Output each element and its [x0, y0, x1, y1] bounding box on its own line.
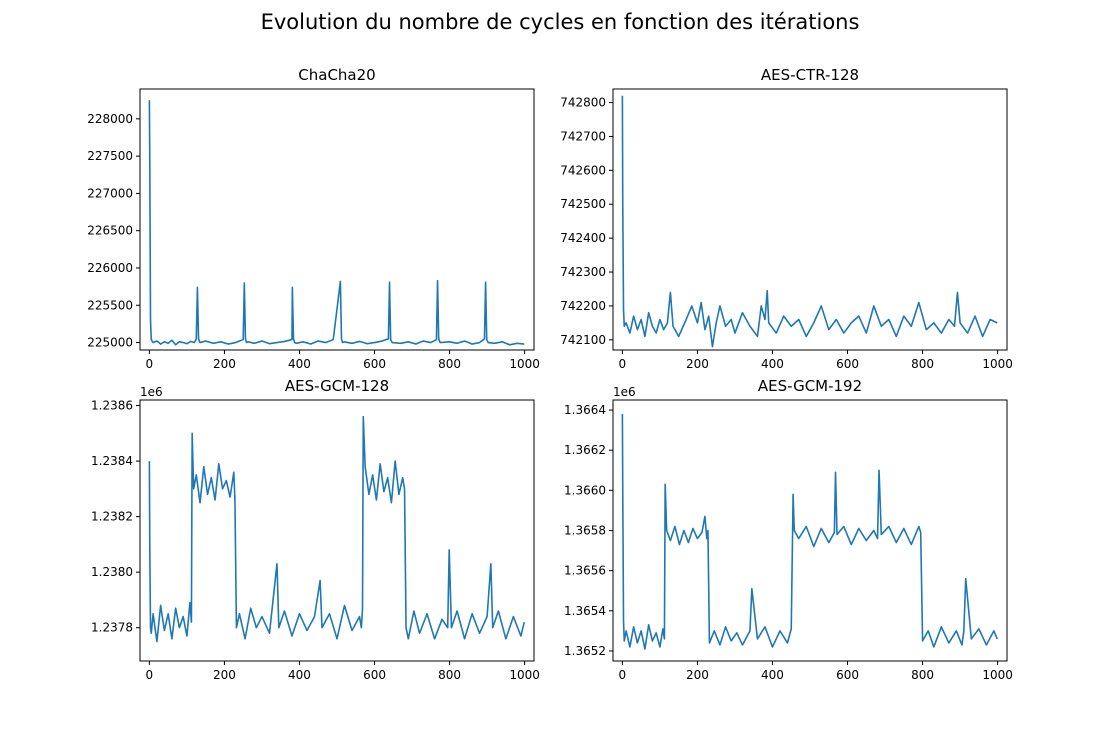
- x-tick-label: 400: [761, 668, 784, 682]
- y-tick-label: 1.2382: [91, 510, 133, 524]
- axes-frame: [612, 399, 1008, 662]
- y-tick-label: 227000: [87, 186, 133, 200]
- y-tick-label: 742300: [560, 265, 606, 279]
- y-tick-label: 227500: [87, 149, 133, 163]
- x-tick-label: 1000: [509, 668, 540, 682]
- y-tick-label: 1.3660: [564, 483, 606, 497]
- x-tick-label: 200: [213, 357, 236, 371]
- subplot-4: AES-GCM-192 0 200 400 600 800 1000 1.3652 1.3654…: [564, 377, 1013, 682]
- y-tick-label: 742700: [560, 129, 606, 143]
- x-tick-label: 0: [619, 357, 627, 371]
- y-tick-label: 1.2378: [91, 621, 133, 635]
- x-tick-label: 0: [619, 668, 627, 682]
- y-tick-label: 225000: [87, 336, 133, 350]
- subplot-3: AES-GCM-128 0 200 400 600 800 1000 1.2378 1.2380…: [91, 377, 540, 682]
- x-tick-label: 600: [363, 668, 386, 682]
- series-line: [621, 95, 998, 348]
- y-tick-label: 228000: [87, 112, 133, 126]
- subplot-title: AES-GCM-192: [758, 377, 862, 395]
- x-tick-label: 0: [146, 668, 154, 682]
- y-tick-label: 742500: [560, 197, 606, 211]
- y-tick-label: 1.3652: [564, 644, 606, 658]
- x-tick-label: 600: [836, 357, 859, 371]
- x-tick-label: 1000: [982, 357, 1013, 371]
- subplot-title: AES-CTR-128: [761, 66, 859, 84]
- y-tick-label: 1.3656: [564, 564, 606, 578]
- y-offset-label: 1e6: [140, 385, 163, 399]
- y-tick-label: 742800: [560, 96, 606, 110]
- subplot-title: ChaCha20: [298, 66, 375, 84]
- y-tick-label: 225500: [87, 298, 133, 312]
- series-line: [621, 414, 998, 650]
- y-tick-label: 1.2384: [91, 454, 133, 468]
- x-tick-label: 600: [836, 668, 859, 682]
- subplot-1: ChaCha20 0 200 400 600 800 1000 225000 225500 226…: [87, 66, 540, 371]
- x-tick-label: 400: [761, 357, 784, 371]
- x-tick-label: 400: [288, 668, 311, 682]
- x-tick-label: 600: [363, 357, 386, 371]
- subplot-2: AES-CTR-128 0 200 400 600 800 1000 742100 742200…: [560, 66, 1013, 371]
- y-tick-label: 226500: [87, 224, 133, 238]
- y-tick-label: 742600: [560, 163, 606, 177]
- x-tick-label: 200: [686, 357, 709, 371]
- y-tick-label: 1.2386: [91, 399, 133, 413]
- y-tick-label: 742400: [560, 231, 606, 245]
- figure-title: Evolution du nombre de cycles en fonctio…: [260, 10, 860, 34]
- x-tick-label: 800: [438, 357, 461, 371]
- x-tick-label: 1000: [509, 357, 540, 371]
- x-tick-label: 1000: [982, 668, 1013, 682]
- y-tick-label: 226000: [87, 261, 133, 275]
- y-tick-label: 742100: [560, 333, 606, 347]
- x-tick-label: 800: [911, 668, 934, 682]
- series-line: [148, 415, 526, 643]
- y-tick-label: 1.3662: [564, 443, 606, 457]
- series-line: [148, 100, 525, 346]
- subplot-title: AES-GCM-128: [285, 377, 389, 395]
- y-tick-label: 1.3664: [564, 403, 606, 417]
- y-tick-label: 1.3654: [564, 604, 606, 618]
- x-tick-label: 200: [213, 668, 236, 682]
- x-tick-label: 800: [911, 357, 934, 371]
- y-tick-label: 1.3658: [564, 524, 606, 538]
- y-tick-label: 742200: [560, 299, 606, 313]
- x-tick-label: 0: [146, 357, 154, 371]
- x-tick-label: 200: [686, 668, 709, 682]
- axes-frame: [139, 88, 535, 351]
- y-tick-label: 1.2380: [91, 565, 133, 579]
- y-offset-label: 1e6: [613, 385, 636, 399]
- axes-frame: [612, 88, 1008, 351]
- axes-frame: [139, 399, 535, 662]
- x-tick-label: 800: [438, 668, 461, 682]
- x-tick-label: 400: [288, 357, 311, 371]
